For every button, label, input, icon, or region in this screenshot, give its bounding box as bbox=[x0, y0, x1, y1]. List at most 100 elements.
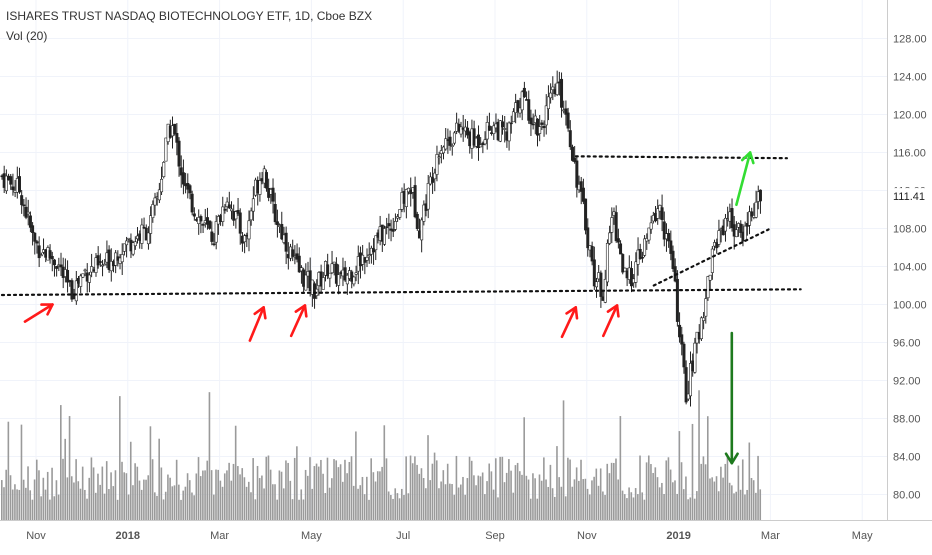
volume-bar bbox=[501, 456, 504, 520]
candle-body bbox=[173, 123, 177, 135]
volume-bar bbox=[7, 421, 10, 520]
volume-bar bbox=[422, 478, 425, 520]
volume-bar bbox=[320, 459, 322, 520]
volume-bar bbox=[630, 492, 633, 520]
volume-bar bbox=[457, 487, 460, 520]
volume-bar bbox=[488, 463, 491, 520]
volume-bar bbox=[94, 492, 97, 520]
candle-body bbox=[522, 87, 526, 98]
volume-bar bbox=[698, 390, 700, 520]
candle-body bbox=[350, 271, 354, 282]
volume-bar bbox=[396, 493, 399, 520]
candle-body bbox=[680, 334, 684, 345]
volume-bar bbox=[178, 484, 180, 520]
volume-bar bbox=[545, 479, 547, 520]
candle-body bbox=[74, 280, 78, 302]
volume-bar bbox=[411, 463, 414, 520]
volume-bar bbox=[486, 481, 488, 520]
arrow-head bbox=[40, 303, 54, 316]
volume-bar bbox=[654, 467, 657, 520]
volume-bar bbox=[204, 470, 206, 520]
arrow-head bbox=[724, 452, 739, 465]
volume-bar bbox=[55, 480, 58, 520]
volume-bar bbox=[289, 480, 292, 520]
candle-body bbox=[157, 189, 161, 201]
volume-bar bbox=[628, 487, 630, 520]
x-tick-label: 2018 bbox=[116, 530, 140, 542]
volume-bar bbox=[258, 478, 261, 520]
volume-bar bbox=[643, 499, 646, 520]
volume-bar bbox=[186, 473, 189, 520]
volume-bar bbox=[228, 462, 230, 520]
volume-bar bbox=[398, 498, 401, 520]
candle-body bbox=[452, 132, 456, 144]
candle-body bbox=[227, 204, 231, 209]
candle-body bbox=[717, 230, 721, 245]
volume-bar bbox=[1, 480, 3, 520]
volume-bar bbox=[331, 478, 333, 520]
volume-bar bbox=[438, 488, 440, 520]
candle-body bbox=[55, 266, 59, 269]
volume-bar bbox=[508, 459, 510, 520]
candle-body bbox=[273, 204, 277, 223]
volume-bar bbox=[311, 488, 313, 520]
volume-bar bbox=[167, 474, 169, 520]
candle-body bbox=[704, 298, 708, 317]
volume-bar bbox=[223, 473, 226, 520]
volume-bar bbox=[429, 480, 431, 520]
volume-bar bbox=[405, 456, 407, 520]
volume-bar bbox=[449, 483, 451, 520]
candle-body bbox=[422, 204, 426, 222]
volume-bar bbox=[619, 416, 622, 520]
candle-body bbox=[538, 126, 542, 134]
volume-bar bbox=[60, 405, 62, 520]
volume-bar bbox=[368, 499, 370, 520]
volume-bar bbox=[661, 482, 663, 520]
candle-body bbox=[149, 215, 153, 234]
volume-bar bbox=[593, 476, 595, 520]
candle-body bbox=[688, 363, 692, 397]
volume-bar bbox=[138, 480, 141, 520]
volume-bar bbox=[387, 491, 390, 520]
volume-bar bbox=[564, 496, 567, 520]
candle-body bbox=[564, 108, 568, 115]
volume-bar bbox=[370, 458, 372, 520]
volume-bar bbox=[272, 484, 274, 520]
volume-bar bbox=[206, 460, 209, 520]
candle-body bbox=[551, 86, 555, 91]
volume-bar bbox=[617, 479, 619, 520]
volume-bar bbox=[720, 466, 722, 520]
candle-body bbox=[210, 231, 214, 242]
candle-body bbox=[509, 122, 513, 125]
arrow-head bbox=[606, 304, 620, 318]
volume-bar bbox=[234, 425, 237, 520]
candle-body bbox=[26, 211, 30, 215]
volume-bar bbox=[276, 499, 278, 520]
volume-bar bbox=[171, 486, 174, 520]
candle-body bbox=[507, 122, 511, 142]
volume-bar bbox=[468, 456, 471, 520]
volume-bar bbox=[678, 431, 681, 520]
volume-bar bbox=[324, 493, 327, 520]
volume-bar bbox=[591, 480, 593, 520]
volume-bar bbox=[514, 465, 517, 520]
candle-body bbox=[354, 272, 358, 275]
volume-bar bbox=[267, 455, 270, 520]
volume-bar bbox=[84, 489, 86, 520]
time-axis[interactable]: Nov 2018 Mar May Jul Sep Nov 2019 Mar May bbox=[26, 530, 873, 542]
candle-body bbox=[675, 278, 679, 322]
volume-bar bbox=[250, 492, 252, 520]
candle-body bbox=[275, 221, 279, 226]
price-axis[interactable]: 80.00 84.00 88.00 92.00 96.00 100.00 104.00 108… bbox=[888, 34, 932, 502]
volume-bar bbox=[556, 446, 558, 520]
volume-bar bbox=[35, 459, 38, 520]
volume-bar bbox=[278, 470, 281, 520]
volume-bar bbox=[97, 473, 99, 520]
volume-bar bbox=[560, 486, 563, 520]
chart-title: ISHARES TRUST NASDAQ BIOTECHNOLOGY ETF, … bbox=[6, 9, 373, 23]
candle-body bbox=[459, 126, 463, 135]
candle-body bbox=[634, 261, 638, 283]
volume-bar bbox=[696, 491, 698, 520]
